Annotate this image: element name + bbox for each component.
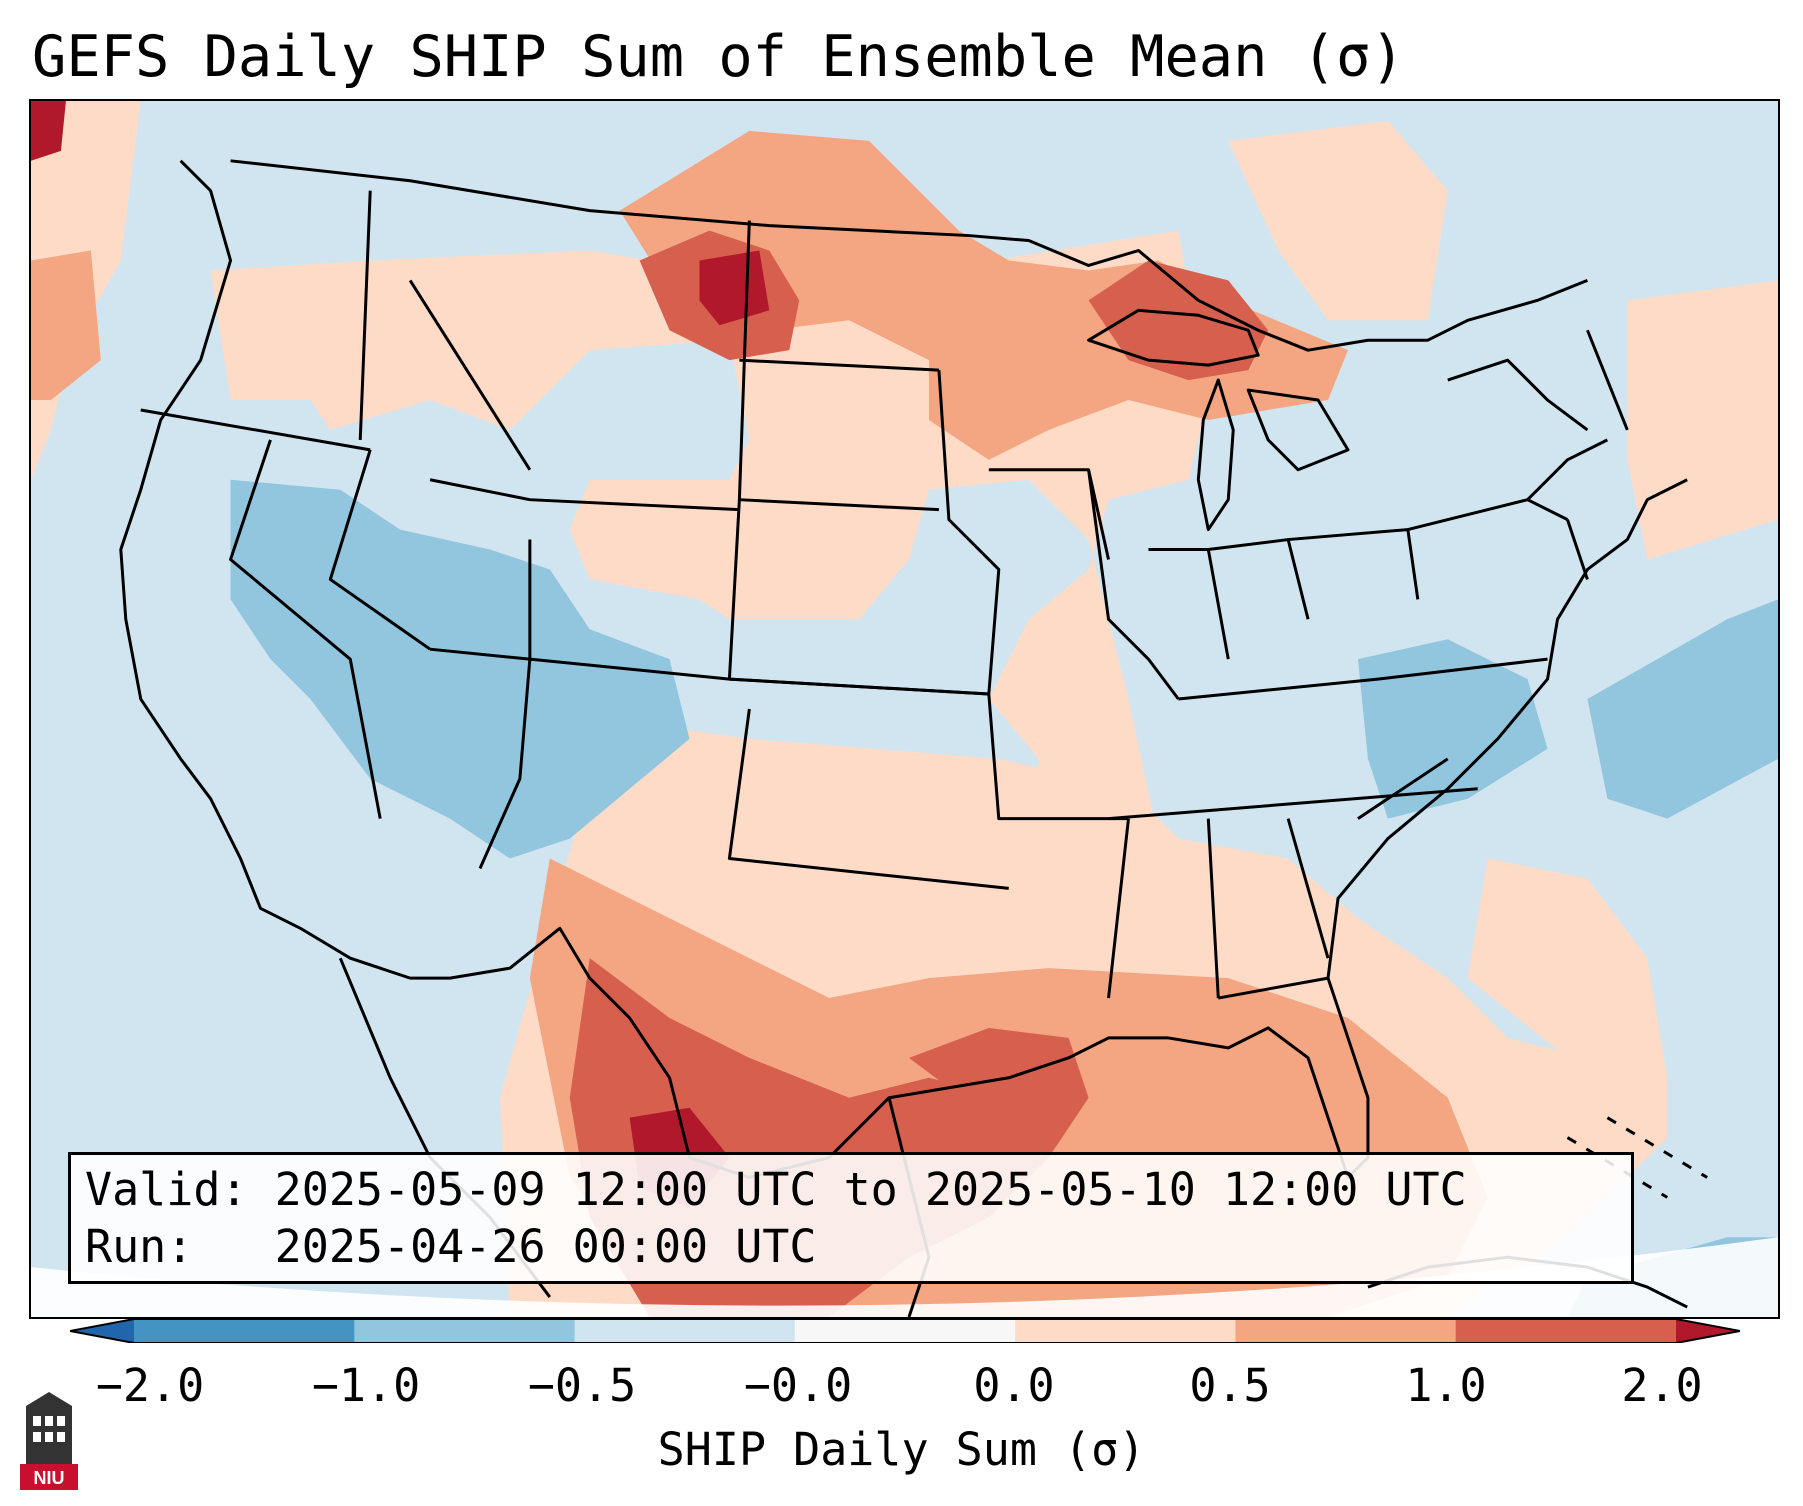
colorbar-tick-label: 0.5 bbox=[1189, 1359, 1271, 1412]
colorbar-tick-label: 1.0 bbox=[1405, 1359, 1487, 1412]
colorbar-extend-low bbox=[70, 1319, 134, 1343]
logo-text: NIU bbox=[34, 1468, 65, 1488]
lake-huron bbox=[1246, 388, 1350, 472]
strong-anomaly-lake-superior bbox=[1088, 260, 1269, 381]
colorbar-label: SHIP Daily Sum (σ) bbox=[657, 1423, 1146, 1476]
colorbar-tick-label: −0.0 bbox=[743, 1359, 853, 1412]
positive-anomaly-area-atlantic bbox=[1467, 858, 1668, 1078]
lake-superior bbox=[1087, 308, 1260, 367]
strong-anomaly-gulf-coast bbox=[908, 1027, 1089, 1158]
map-title: GEFS Daily SHIP Sum of Ensemble Mean (σ) bbox=[32, 24, 1405, 90]
colorbar-segment bbox=[1455, 1319, 1677, 1343]
colorbar-tick-label: −1.0 bbox=[311, 1359, 421, 1412]
colorbar-segment bbox=[134, 1319, 355, 1343]
colorbar bbox=[70, 1319, 1740, 1343]
bahamas-islands bbox=[1566, 1116, 1708, 1199]
extreme-anomaly-nw-corner bbox=[31, 101, 66, 161]
valid-run-info-box: Valid: 2025-05-09 12:00 UTC to 2025-05-1… bbox=[68, 1152, 1634, 1284]
moderate-anomaly-west bbox=[31, 250, 101, 401]
negative-anomaly-atlantic bbox=[1587, 599, 1778, 819]
projection-edge bbox=[31, 1237, 1778, 1317]
colorbar-tick-label: −0.5 bbox=[527, 1359, 637, 1412]
ship-anomaly-map bbox=[31, 101, 1778, 1317]
colorbar-extend-high bbox=[1676, 1319, 1740, 1343]
colorbar-segments bbox=[70, 1319, 1740, 1343]
run-time-text: Run: 2025-04-26 00:00 UTC bbox=[85, 1220, 817, 1273]
lake-michigan bbox=[1196, 378, 1235, 532]
colorbar-tick-label: 2.0 bbox=[1621, 1359, 1703, 1412]
positive-anomaly-area-northeast bbox=[1627, 280, 1778, 560]
colorbar-tick-label: −2.0 bbox=[95, 1359, 205, 1412]
state-lines-northeast bbox=[1407, 329, 1629, 580]
extreme-anomaly-montana bbox=[699, 250, 770, 326]
colorbar-segment bbox=[1235, 1319, 1457, 1343]
canada-border bbox=[230, 159, 1588, 352]
colorbar-segment bbox=[794, 1319, 1016, 1343]
negative-anomaly-virginia bbox=[1357, 639, 1548, 819]
colorbar-segment bbox=[354, 1319, 576, 1343]
university-tower-icon: NIU bbox=[20, 1392, 78, 1490]
colorbar-segment bbox=[574, 1319, 796, 1343]
negative-anomaly-great-basin bbox=[230, 479, 690, 859]
moderate-anomaly-northern-plains bbox=[619, 130, 1348, 460]
colorbar-segment bbox=[1015, 1319, 1236, 1343]
colorbar-tick-label: 0.0 bbox=[973, 1359, 1055, 1412]
us-outline bbox=[119, 159, 1688, 1179]
positive-anomaly-area-canada bbox=[1228, 120, 1448, 321]
valid-time-text: Valid: 2025-05-09 12:00 UTC to 2025-05-1… bbox=[85, 1163, 1467, 1216]
map-panel: Valid: 2025-05-09 12:00 UTC to 2025-05-1… bbox=[29, 99, 1780, 1319]
